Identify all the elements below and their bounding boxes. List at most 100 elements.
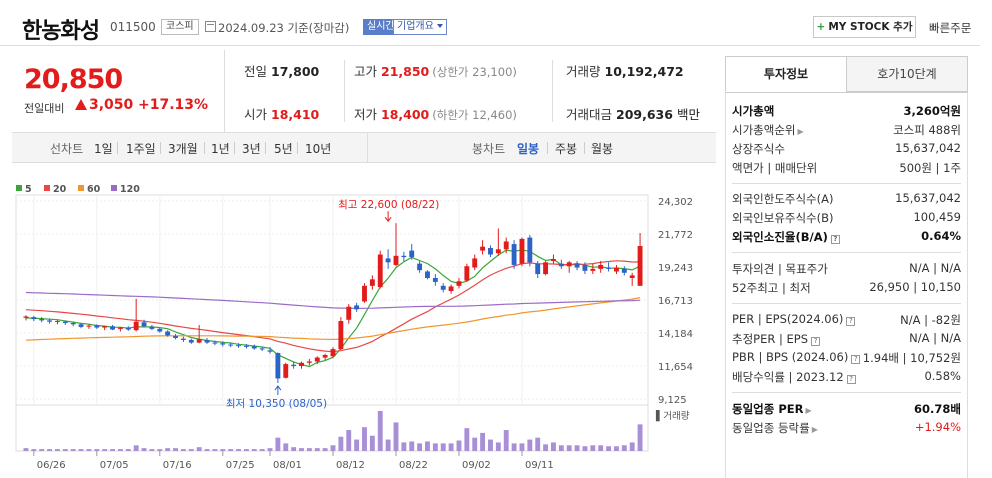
- arrow-down-icon: [384, 216, 392, 223]
- period-1y[interactable]: 1년: [211, 142, 230, 156]
- volume-bar: [488, 439, 493, 451]
- volume-bar: [543, 444, 549, 451]
- quick-order-link[interactable]: 빠른주문: [929, 21, 972, 35]
- market-chip: 코스피: [161, 19, 199, 35]
- volume-bar: [338, 436, 344, 451]
- legend-ma20-swatch: [44, 185, 50, 191]
- pbr-label: PBR | BPS (2024.06)?: [732, 350, 861, 364]
- period-1w[interactable]: 1주일: [126, 142, 156, 156]
- company-overview-label: 기업개요: [397, 21, 434, 32]
- help-icon[interactable]: ?: [846, 317, 856, 326]
- candle-body: [212, 342, 218, 344]
- line-chart-label[interactable]: 선차트: [50, 142, 84, 156]
- candle-body: [306, 361, 312, 363]
- candle-weekly[interactable]: 주봉: [555, 142, 578, 156]
- rank-label-text: 시가총액순위: [732, 123, 796, 137]
- y-tick-label: 19,243: [658, 263, 693, 274]
- candle-body: [401, 255, 407, 258]
- eper-label: 추정PER | EPS?: [732, 331, 821, 347]
- candle-body: [110, 326, 115, 330]
- row-par: 액면가 | 매매단위 500원 | 1주: [732, 160, 961, 178]
- volume-bar: [480, 432, 486, 451]
- company-overview-dropdown[interactable]: 기업개요: [393, 19, 447, 35]
- candle-body: [86, 325, 92, 327]
- tab-invest-info[interactable]: 투자정보: [725, 56, 847, 92]
- dividend-label: 배당수익률 | 2023.12?: [732, 369, 856, 385]
- volume-bar: [78, 449, 84, 451]
- volume-bar: [275, 437, 281, 451]
- y-tick-label: 16,713: [658, 296, 693, 307]
- candle-body: [637, 246, 643, 286]
- chevron-right-icon[interactable]: ▶: [811, 425, 818, 434]
- x-tick-label: 09/11: [525, 460, 554, 471]
- volume-bar: [511, 443, 517, 451]
- period-5y[interactable]: 5년: [274, 142, 293, 156]
- candle-body: [472, 258, 478, 268]
- candlestick-svg: 24,302 21,772 19,243 16,713 14,184 11,654 9,12…: [15, 194, 693, 471]
- candle-body: [425, 271, 430, 278]
- toolbar-divider: [204, 142, 205, 154]
- chevron-right-icon[interactable]: ▶: [797, 127, 804, 136]
- foreign-ratio-value: 0.64%: [921, 229, 961, 243]
- chevron-down-icon: [436, 24, 443, 28]
- legend-ma60: 60: [78, 184, 100, 195]
- candle-body: [448, 286, 454, 292]
- volume-bar: [157, 449, 163, 451]
- candle-body: [432, 277, 438, 282]
- period-3m[interactable]: 3개월: [168, 142, 198, 156]
- header-divider: [0, 45, 980, 46]
- row-52w: 52주최고 | 최저 26,950 | 10,150: [732, 280, 961, 298]
- row-market-cap: 시가총액 3,260억원: [732, 103, 961, 121]
- price-chart[interactable]: 5 20 60 120 24,302 21,772 19,243 16,713 14,1…: [12, 178, 716, 478]
- help-icon[interactable]: ?: [851, 355, 861, 364]
- candle-body: [377, 254, 383, 288]
- toolbar-divider: [367, 133, 368, 163]
- candle-monthly[interactable]: 월봉: [591, 142, 614, 156]
- candle-body: [495, 249, 501, 254]
- realtime-button[interactable]: 실시간: [363, 19, 399, 35]
- industry-change-label-text: 동일업종 등락률: [732, 421, 810, 435]
- volume-bar: [440, 443, 446, 451]
- candle-chart-label[interactable]: 봉차트: [472, 142, 506, 156]
- volume-bar: [527, 439, 533, 451]
- stats-divider: [344, 60, 345, 122]
- candle-body: [621, 268, 627, 273]
- plus-icon: +: [816, 21, 826, 33]
- candle-daily[interactable]: 일봉: [517, 142, 540, 156]
- tab-orderbook[interactable]: 호가10단계: [846, 56, 968, 92]
- volume-bar: [582, 446, 588, 451]
- row-shares: 상장주식수 15,637,042: [732, 141, 961, 159]
- volume-bar: [354, 439, 360, 451]
- candle-body: [614, 267, 619, 272]
- volume-bar: [196, 447, 202, 451]
- period-10y[interactable]: 10년: [305, 142, 332, 156]
- chevron-right-icon[interactable]: ▶: [805, 406, 812, 415]
- mystock-add-button[interactable]: + MY STOCK 추가: [813, 16, 916, 38]
- period-3y[interactable]: 3년: [242, 142, 261, 156]
- industry-per-label-text: 동일업종 PER: [732, 402, 804, 416]
- y-tick-label: 11,654: [658, 362, 693, 373]
- volume-bar: [283, 443, 289, 451]
- stat-high: 고가 21,850 (상한가 23,100): [354, 61, 517, 80]
- candle-body: [314, 357, 320, 362]
- period-1d[interactable]: 1일: [94, 142, 113, 156]
- stat-prev-value: 17,800: [271, 64, 320, 79]
- stat-low-value: 18,400: [381, 107, 430, 122]
- panel-tabs: 투자정보 호가10단계: [725, 56, 968, 92]
- candle-body: [102, 326, 108, 328]
- stat-amount-unit: 백만: [676, 107, 700, 122]
- volume-bar: [598, 445, 604, 451]
- dividend-value: 0.58%: [924, 369, 961, 383]
- volume-bar: [314, 448, 320, 451]
- volume-bar: [251, 449, 257, 451]
- x-tick-label: 07/05: [100, 460, 129, 471]
- candle-body: [519, 238, 525, 264]
- help-icon[interactable]: ?: [846, 375, 856, 384]
- x-tick-label: 08/12: [336, 460, 365, 471]
- row-industry-change: 동일업종 등락률 ▶ +1.94%: [732, 420, 961, 438]
- candle-body: [503, 241, 509, 250]
- help-icon[interactable]: ?: [830, 235, 840, 244]
- help-icon[interactable]: ?: [811, 337, 821, 346]
- volume-bar: [377, 411, 383, 451]
- candle-body: [338, 321, 344, 350]
